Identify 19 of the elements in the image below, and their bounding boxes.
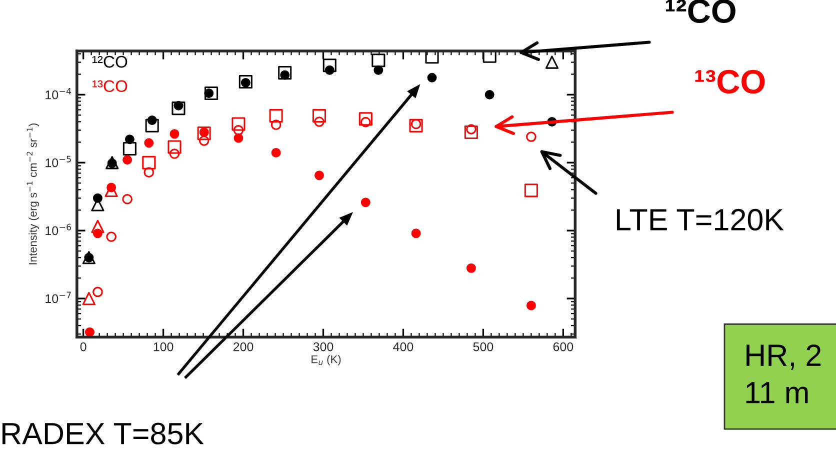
x-tick-label: 100 [154,342,174,352]
x-tick-label: 300 [313,342,334,352]
annotation: ¹³CO [92,80,128,92]
x-tick-label: 400 [393,342,414,352]
text: RADEX T=85K [2,422,204,444]
text: HR, 2 11 m [746,344,821,404]
y-tick-label: 10$^{−4}$ [46,88,72,100]
text: ¹³CO [695,70,765,94]
x-axis-title: E$_{u}$ (K) [312,355,341,366]
x-tick-label: 200 [233,342,254,352]
y-tick-label: 10$^{−5}$ [46,156,71,168]
x-tick-label: 600 [553,342,574,352]
y-tick-label: 10$^{−7}$ [46,292,71,304]
annotation: ¹²CO [92,56,128,68]
y-tick-label: 10$^{−6}$ [46,224,72,236]
x-tick-label: 0 [80,342,86,352]
y-axis-title: Intensity (erg s$^{−1}$ cm$^{−2}$ sr$^{−1}$) [26,124,40,264]
x-tick-label: 500 [473,342,494,352]
text: LTE T=120K [616,208,784,231]
